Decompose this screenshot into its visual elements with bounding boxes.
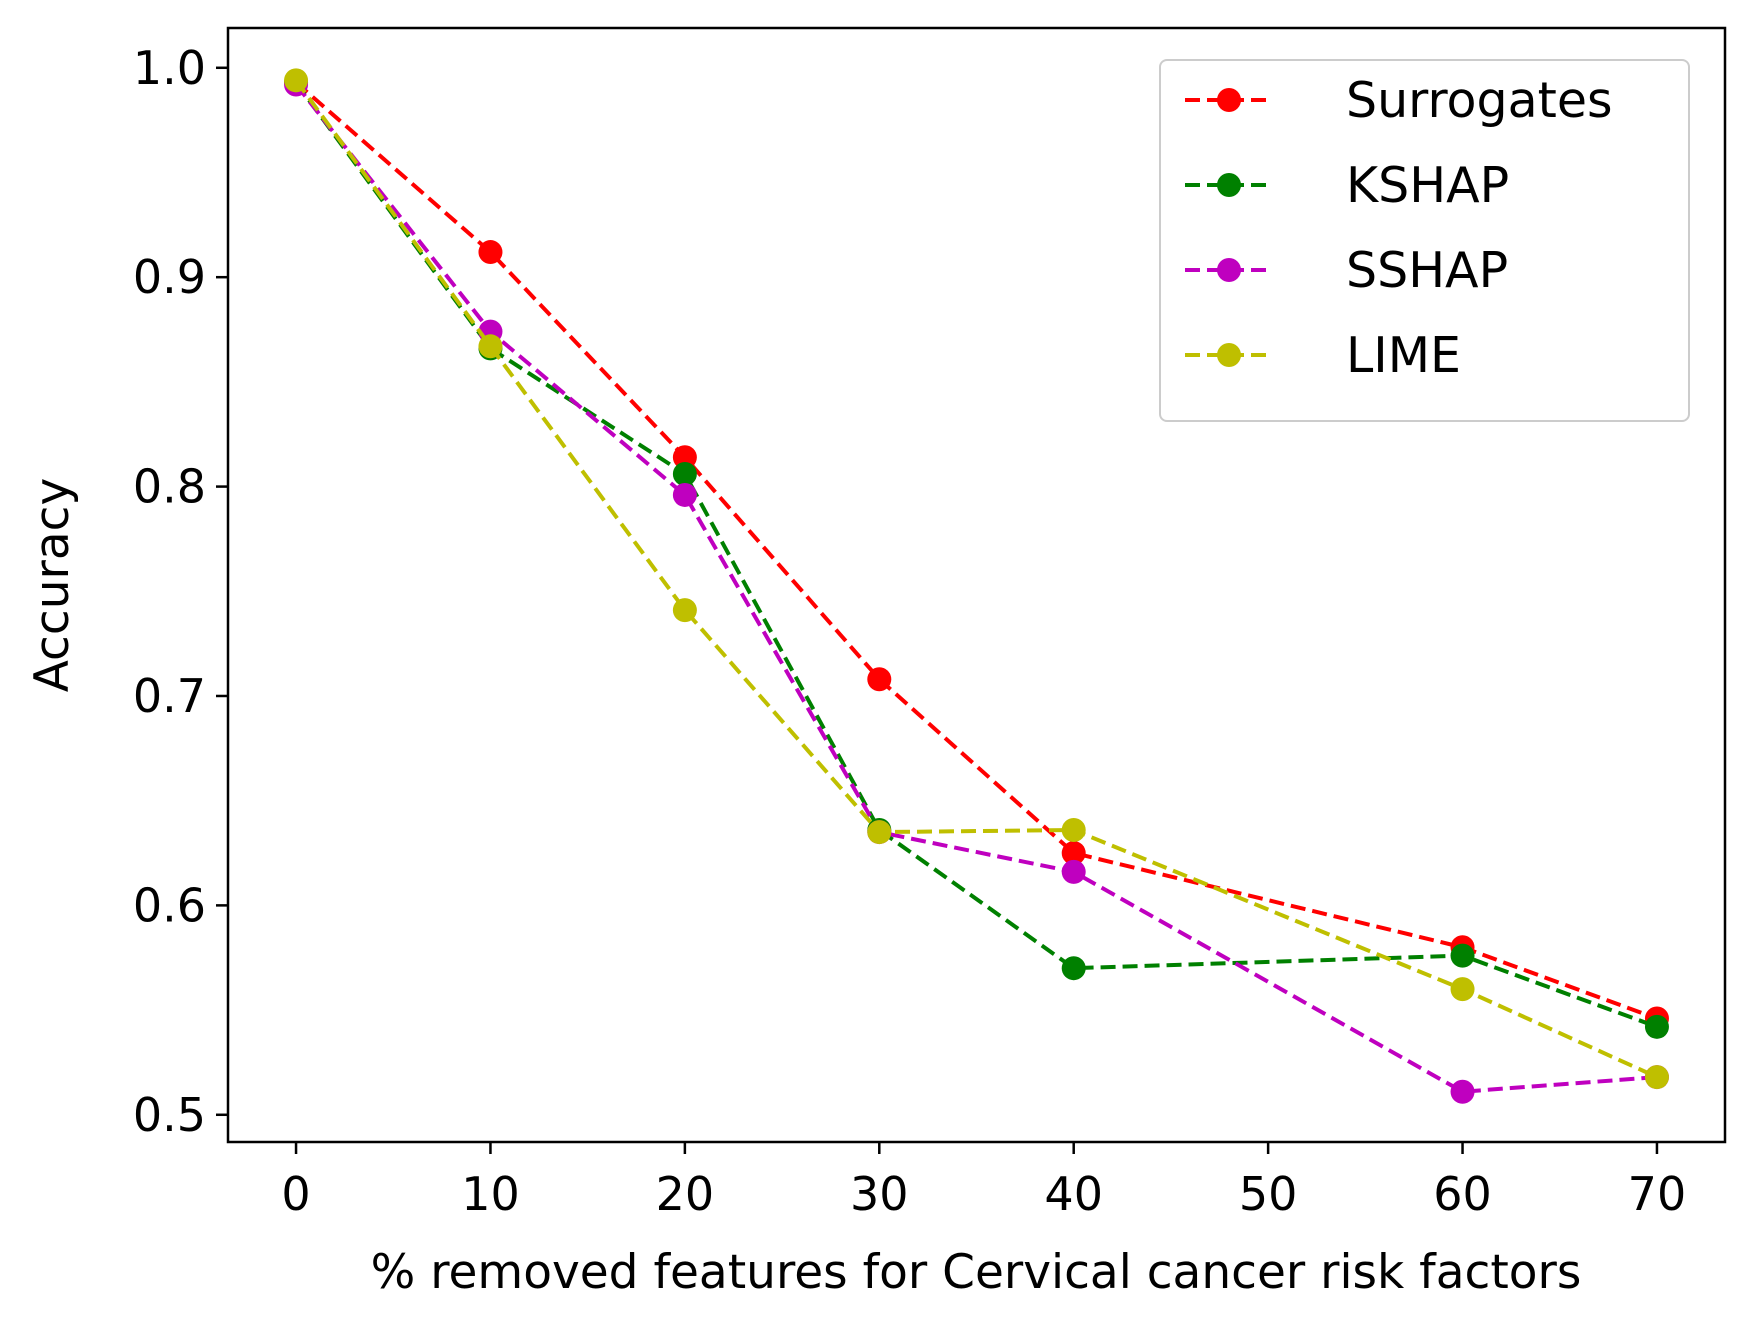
data-point-lime	[1061, 817, 1086, 842]
data-point-lime	[1450, 977, 1475, 1002]
legend-label-sshap: SSHAP	[1346, 242, 1508, 299]
y-tick-label: 0.9	[133, 250, 206, 304]
x-tick-label: 20	[656, 1167, 715, 1221]
data-point-sshap	[672, 482, 697, 507]
x-tick-label: 30	[850, 1167, 909, 1221]
legend-label-kshap: KSHAP	[1346, 157, 1509, 214]
y-tick-label: 0.7	[133, 669, 206, 723]
plot-area-frame	[226, 26, 1727, 1144]
data-point-sshap	[1061, 859, 1086, 884]
x-tick-label: 10	[461, 1167, 520, 1221]
series-layer	[284, 68, 1669, 1104]
legend-marker-sshap	[1217, 258, 1241, 282]
legend-frame	[1159, 59, 1690, 422]
legend-marker-surrogates	[1217, 88, 1241, 112]
data-point-lime	[478, 334, 503, 359]
data-point-sshap	[1450, 1079, 1475, 1104]
data-point-surrogates	[1061, 841, 1086, 866]
y-tick-label: 1.0	[133, 41, 206, 95]
x-tick-label: 50	[1239, 1167, 1298, 1221]
data-point-kshap	[672, 462, 697, 487]
x-tick-label: 60	[1433, 1167, 1492, 1221]
y-axis: 0.5 0.6 0.7 0.8 0.9 1.0	[133, 41, 228, 1142]
legend: Surrogates KSHAP SSHAP LIME	[1159, 59, 1690, 422]
y-axis-label: Accuracy	[25, 478, 80, 693]
legend-label-surrogates: Surrogates	[1346, 72, 1613, 129]
x-tick-label: 0	[281, 1167, 310, 1221]
y-tick-label: 0.8	[133, 460, 206, 514]
data-point-kshap	[1061, 956, 1086, 981]
data-point-lime	[1644, 1065, 1669, 1090]
data-point-lime	[672, 598, 697, 623]
data-point-kshap	[1450, 943, 1475, 968]
data-point-kshap	[1644, 1014, 1669, 1039]
x-axis: 0 10 20 30 40 50 60 70	[281, 1142, 1686, 1221]
legend-marker-kshap	[1217, 173, 1241, 197]
x-axis-label: % removed features for Cervical cancer r…	[371, 1245, 1582, 1300]
data-point-surrogates	[672, 445, 697, 470]
x-tick-label: 40	[1044, 1167, 1103, 1221]
legend-marker-lime	[1217, 343, 1241, 367]
y-tick-label: 0.6	[133, 878, 206, 932]
data-point-lime	[284, 68, 309, 93]
y-tick-label: 0.5	[133, 1088, 206, 1142]
data-point-surrogates	[867, 667, 892, 692]
data-point-surrogates	[478, 240, 503, 265]
legend-label-lime: LIME	[1346, 327, 1461, 384]
data-point-lime	[867, 820, 892, 845]
x-tick-label: 70	[1628, 1167, 1687, 1221]
